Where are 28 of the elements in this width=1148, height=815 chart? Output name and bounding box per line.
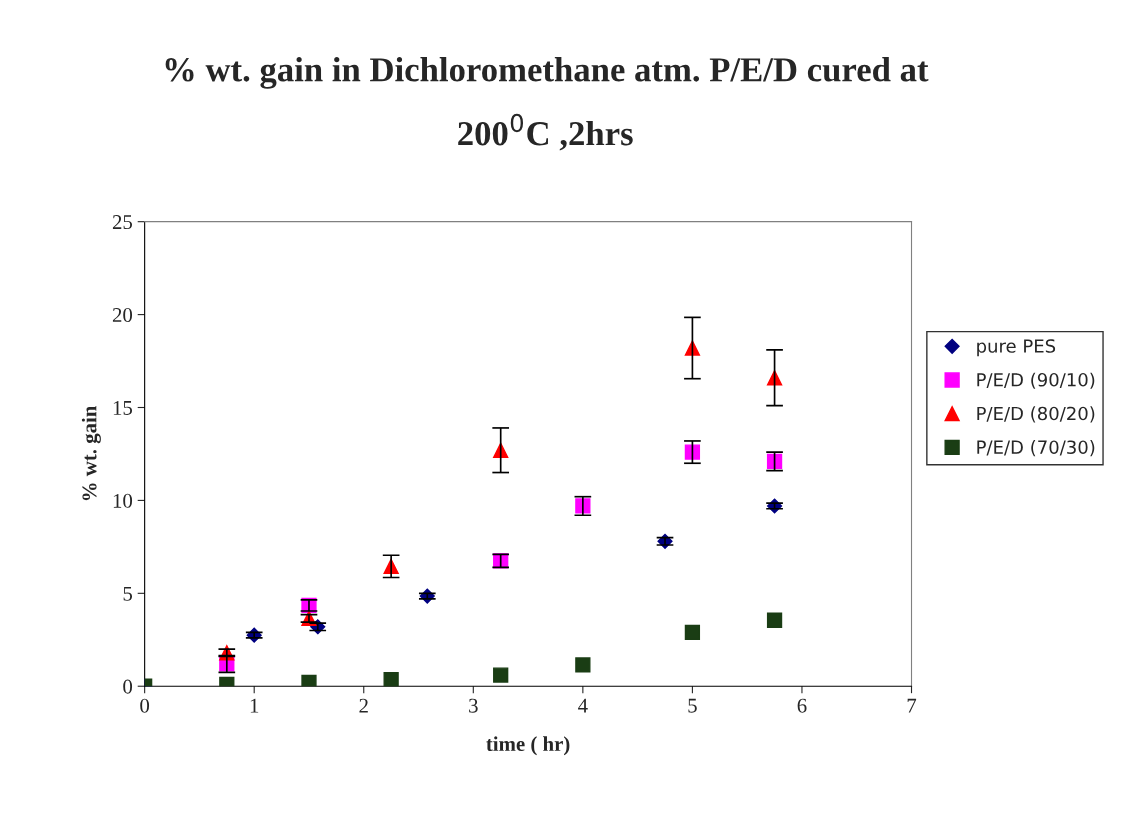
point: [575, 657, 591, 673]
legend-label: P/E/D (90/10): [977, 372, 1095, 389]
chart-title: % wt. gain in Dichloromethane atm. P/E/D cured at 200$^{0}$C ,2hrs: [165, 57, 929, 151]
y-axis-title: % wt. gain: [81, 405, 101, 501]
x-tick-label: 4: [578, 698, 588, 713]
x-tick-label: 2: [359, 698, 368, 713]
legend-label: P/E/D (80/20): [977, 406, 1095, 423]
y-tick-label: 25: [112, 215, 133, 230]
point: [684, 444, 701, 460]
y-tick-label: 5: [123, 586, 133, 601]
point: [493, 667, 509, 683]
point: [766, 612, 783, 628]
y-tick-label: 10: [113, 493, 133, 508]
point: [684, 624, 701, 640]
x-tick-label: 5: [688, 698, 697, 713]
point: [383, 672, 399, 687]
y-tick-label: 0: [123, 679, 133, 694]
point: [301, 674, 317, 687]
y-tick-label: 15: [113, 400, 133, 415]
x-tick-label: 1: [250, 698, 259, 713]
x-axis-title: time ( hr): [486, 736, 570, 756]
x-tick-label: 0: [140, 698, 150, 713]
x-tick-label: 3: [469, 698, 478, 713]
legend-label: pure PES: [977, 339, 1056, 357]
x-tick-label: 7: [907, 698, 917, 713]
y-tick-label: 20: [112, 307, 133, 323]
legend-label: P/E/D (70/30): [977, 440, 1095, 457]
x-tick-label: 6: [797, 698, 807, 713]
